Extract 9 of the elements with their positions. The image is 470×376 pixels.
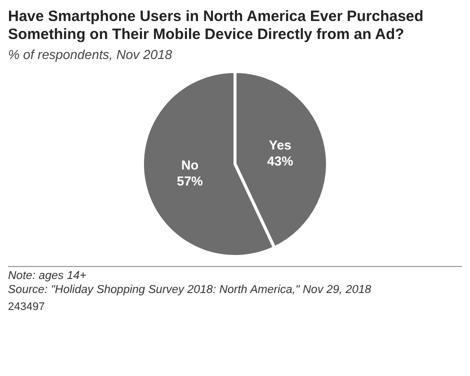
chart-subtitle: % of respondents, Nov 2018 <box>8 47 174 62</box>
slice-label: No <box>181 158 199 173</box>
slice-label: Yes <box>268 137 292 152</box>
text: 243497 <box>8 301 46 313</box>
text: Note: ages 14+ <box>8 269 88 283</box>
data-label: 57% <box>176 174 204 189</box>
data-label: 43% <box>267 153 294 168</box>
chart-title: Have Smartphone Users in North America Ever Purchased Something on Their Mobile Device Directly from an Ad? <box>8 8 424 44</box>
source-note: Source: "Holiday Shopping Survey 2018: North America," Nov 29, 2018 <box>8 283 372 297</box>
